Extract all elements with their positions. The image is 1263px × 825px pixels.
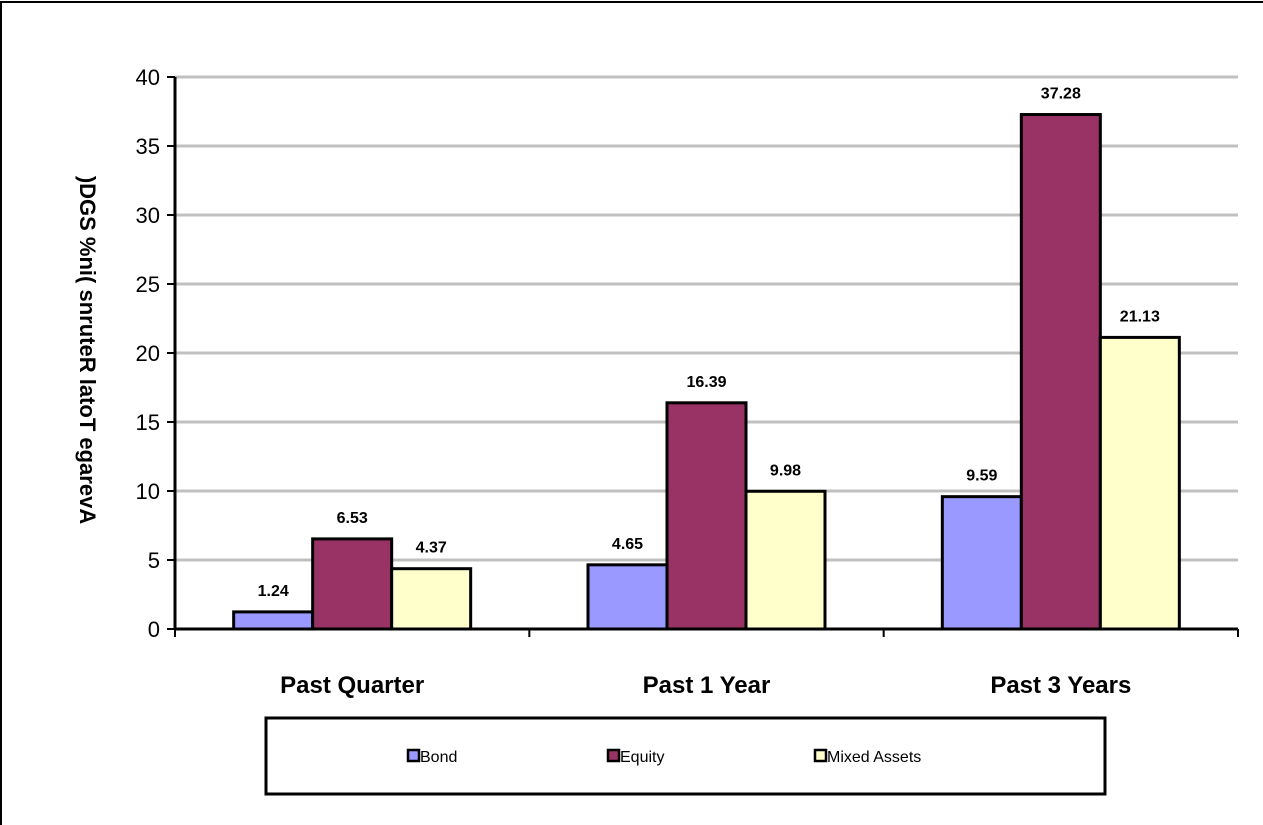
x-category-label: Past Quarter	[280, 672, 424, 699]
y-tick-label: 30	[136, 203, 160, 228]
legend-label: Bond	[420, 749, 457, 766]
data-labels: 1.24 6.53 4.37 4.65 16.39 9.98 9.59 37.28 21.13	[258, 86, 1160, 600]
bar-mixed-assets	[744, 489, 827, 631]
bar-equity	[665, 401, 748, 631]
legend-box	[264, 716, 1107, 796]
y-tick-label: 20	[136, 341, 160, 366]
axes	[167, 76, 1239, 637]
bars	[232, 113, 1181, 631]
y-tick-label: 5	[148, 548, 160, 573]
data-label: 4.37	[416, 540, 447, 557]
data-label: 9.98	[770, 462, 801, 479]
y-tick-labels: 0 5 10 15 20 25 30 35 40	[136, 65, 160, 642]
legend: Bond Equity Mixed Assets	[264, 716, 1107, 796]
legend-label: Mixed Assets	[827, 749, 921, 766]
legend-swatch	[813, 748, 828, 763]
y-tick-label: 15	[136, 410, 160, 435]
x-category-labels: Past Quarter Past 1 Year Past 3 Years	[280, 672, 1131, 699]
y-tick-label: 0	[148, 617, 160, 642]
data-label: 37.28	[1041, 86, 1081, 103]
data-label: 16.39	[686, 374, 726, 391]
bar-equity	[311, 537, 394, 631]
y-tick-label: 35	[136, 134, 160, 159]
x-category-label: Past 3 Years	[990, 672, 1131, 699]
bar-bond	[586, 563, 669, 631]
bar-mixed-assets	[390, 567, 473, 631]
legend-swatch	[606, 748, 621, 763]
legend-swatch	[406, 748, 421, 763]
data-label: 9.59	[966, 468, 997, 485]
y-tick-label: 25	[136, 272, 160, 297]
bar-bond	[940, 495, 1023, 631]
y-tick-label: 40	[136, 65, 160, 90]
data-label: 4.65	[612, 536, 643, 553]
bar-mixed-assets	[1098, 335, 1181, 631]
bar-bond	[232, 610, 315, 631]
data-label: 6.53	[337, 510, 368, 527]
data-label: 21.13	[1120, 308, 1160, 325]
y-tick-label: 10	[136, 479, 160, 504]
bar-equity	[1019, 113, 1102, 631]
x-category-label: Past 1 Year	[643, 672, 771, 699]
data-label: 1.24	[258, 583, 289, 600]
y-axis-label: )DGS %ni( snruteR latoT egarevA	[75, 176, 100, 525]
legend-label: Equity	[620, 749, 664, 766]
